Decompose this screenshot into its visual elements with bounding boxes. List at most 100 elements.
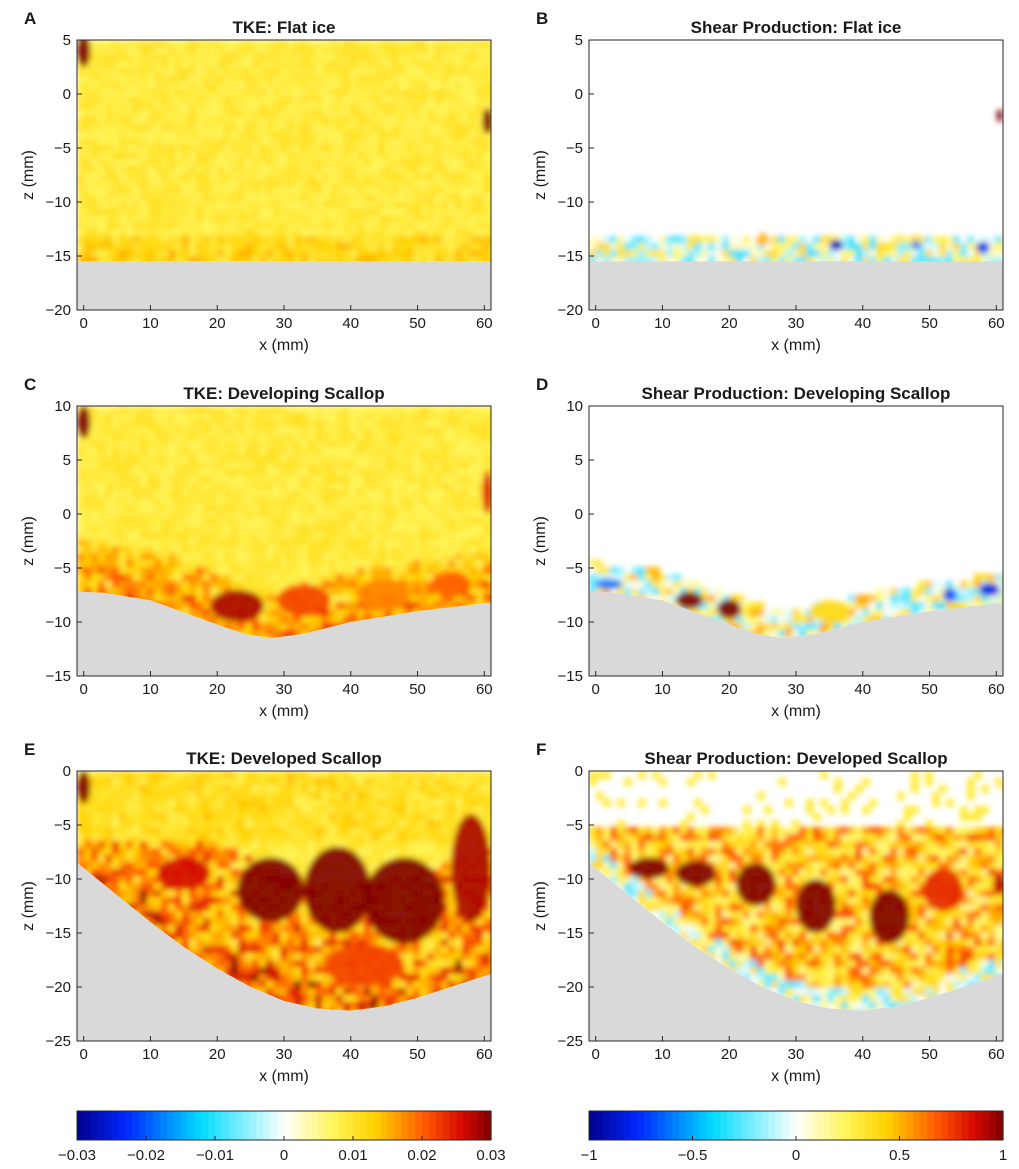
heatmap-cell — [196, 539, 204, 547]
heatmap-cell — [413, 89, 421, 97]
heatmap-cell — [315, 236, 323, 244]
heatmap-cell — [147, 567, 155, 575]
heatmap-cell — [441, 173, 449, 181]
heatmap-cell — [315, 215, 323, 223]
heatmap-cell — [252, 462, 260, 470]
heatmap-cell — [245, 567, 253, 575]
heatmap-cell — [420, 448, 428, 456]
heatmap-cell — [154, 117, 162, 125]
heatmap-cell — [238, 236, 246, 244]
y-tick-label: 5 — [575, 32, 583, 49]
heatmap-cell — [301, 68, 309, 76]
heatmap-cell — [91, 215, 99, 223]
heatmap-cell — [168, 54, 176, 62]
heatmap-cell — [105, 567, 113, 575]
heatmap-cell — [140, 455, 148, 463]
heatmap-cell — [483, 82, 491, 90]
heatmap-cell — [308, 40, 316, 48]
heatmap-cell — [84, 567, 92, 575]
heatmap-cell — [413, 455, 421, 463]
heatmap-cell — [140, 560, 148, 568]
heatmap-cell — [932, 236, 940, 244]
heatmap-cell — [364, 208, 372, 216]
heatmap-cell — [266, 208, 274, 216]
heatmap-cell — [434, 124, 442, 132]
heatmap-cell — [371, 532, 379, 540]
heatmap-cell — [406, 201, 414, 209]
heatmap-cell — [406, 518, 414, 526]
heatmap-cell — [476, 560, 484, 568]
heatmap-cell — [266, 637, 274, 639]
heatmap-cell — [161, 152, 169, 160]
heatmap-cell — [98, 166, 106, 174]
heatmap-cell — [441, 110, 449, 118]
heatmap-cell — [427, 497, 435, 505]
heatmap-cell — [399, 117, 407, 125]
heatmap-cell — [294, 236, 302, 244]
heatmap-cell — [308, 518, 316, 526]
heatmap-cell — [378, 194, 386, 202]
heatmap-cell — [119, 110, 127, 118]
heatmap-cell — [322, 40, 330, 48]
heatmap-cell — [140, 546, 148, 554]
heatmap-cell — [77, 504, 85, 512]
heatmap-cell — [112, 222, 120, 230]
heatmap-cell — [147, 138, 155, 146]
heatmap-cell — [266, 75, 274, 83]
heatmap-cell — [483, 152, 491, 160]
heatmap-cell — [315, 103, 323, 111]
heatmap-cell — [294, 546, 302, 554]
heatmap-cell — [350, 40, 358, 48]
heatmap-cell — [301, 441, 309, 449]
heatmap-cell — [371, 236, 379, 244]
heatmap-cell — [105, 476, 113, 484]
heatmap-cell — [476, 229, 484, 237]
heatmap-cell — [280, 222, 288, 230]
heatmap-cell — [168, 532, 176, 540]
heatmap-cell — [483, 257, 491, 262]
heatmap-cell — [315, 131, 323, 139]
heatmap-cell — [133, 553, 141, 561]
heatmap-cell — [217, 194, 225, 202]
heatmap-cell — [84, 518, 92, 526]
heatmap-cell — [161, 539, 169, 547]
heatmap-cell — [476, 434, 484, 442]
heatmap-cell — [469, 581, 477, 589]
heatmap-cell — [350, 257, 358, 262]
heatmap-cell — [308, 497, 316, 505]
heatmap-cell — [315, 623, 323, 631]
heatmap-cell — [413, 560, 421, 568]
heatmap-cell — [266, 96, 274, 104]
heatmap-cell — [441, 103, 449, 111]
heatmap-cell — [280, 82, 288, 90]
heatmap-cell — [168, 194, 176, 202]
heatmap-cell — [259, 166, 267, 174]
heatmap-cell — [420, 574, 428, 582]
heatmap-cell — [392, 166, 400, 174]
heatmap-cell — [441, 124, 449, 132]
heatmap-cell — [154, 145, 162, 153]
heatmap-cell — [462, 82, 470, 90]
heatmap-cell — [98, 588, 106, 596]
heatmap-cell — [427, 595, 435, 603]
heatmap-cell — [224, 441, 232, 449]
heatmap-cell — [154, 222, 162, 230]
heatmap-cell — [280, 215, 288, 223]
heatmap-cell — [764, 250, 772, 258]
heatmap-cell — [126, 61, 134, 69]
heatmap-cell — [294, 490, 302, 498]
heatmap-cell — [406, 124, 414, 132]
heatmap-cell — [217, 75, 225, 83]
heatmap-cell — [259, 201, 267, 209]
heatmap-cell — [98, 68, 106, 76]
heatmap-cell — [259, 222, 267, 230]
heatmap-cell — [182, 257, 190, 262]
heatmap-cell — [119, 124, 127, 132]
heatmap-cell — [273, 257, 281, 262]
heatmap-cell — [280, 68, 288, 76]
heatmap-cell — [750, 243, 758, 251]
heatmap-cell — [406, 215, 414, 223]
heatmap-cell — [932, 250, 940, 258]
heatmap-cell — [154, 194, 162, 202]
heatmap-cell — [399, 222, 407, 230]
